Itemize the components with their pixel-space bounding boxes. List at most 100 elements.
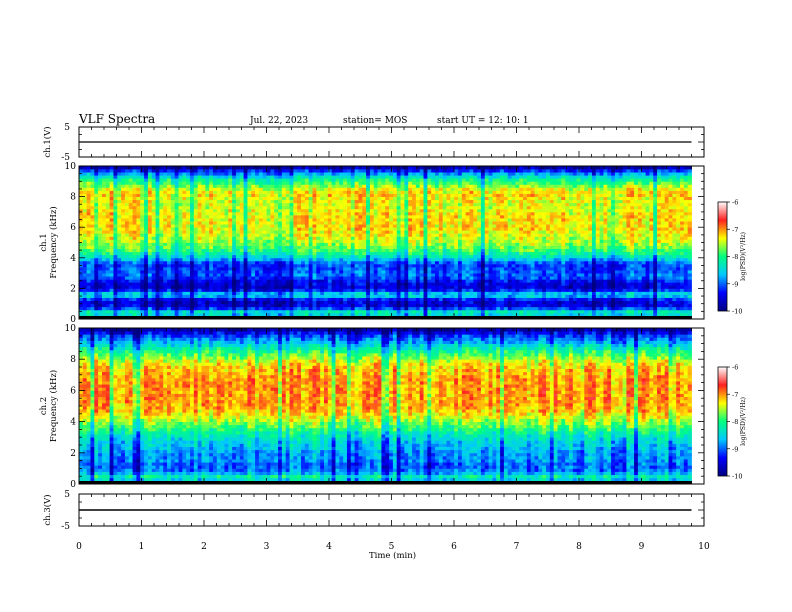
spectrogram-cell: [128, 288, 133, 292]
spectrogram-cell: [121, 193, 126, 197]
spectrogram-cell: [144, 214, 149, 219]
spectrogram-cell: [324, 218, 329, 222]
spectrogram-cell: [178, 169, 183, 173]
spectrogram-cell: [232, 230, 237, 234]
spectrogram-cell: [419, 266, 424, 271]
spectrogram-cell: [178, 202, 183, 207]
spectrogram-cell: [170, 303, 176, 308]
spectrogram-cell: [308, 208, 313, 213]
spectrogram-cell: [362, 175, 367, 179]
spectrogram-cell: [262, 193, 267, 197]
spectrogram-cell: [289, 263, 294, 268]
spectrogram-cell: [113, 181, 118, 185]
spectrogram-cell: [316, 218, 321, 222]
spectrogram-cell: [270, 300, 275, 305]
spectrogram-cell: [346, 172, 352, 176]
spectrogram-cell: [427, 184, 432, 188]
spectrogram-cell: [109, 181, 114, 185]
spectrogram-cell: [98, 270, 103, 274]
date-label: Jul. 22, 2023: [249, 116, 308, 126]
spectrogram-cell: [412, 236, 417, 240]
spectrogram-cell: [79, 166, 84, 170]
spectrogram-cell: [159, 181, 164, 185]
spectrogram-cell: [377, 254, 382, 259]
spectrogram-cell: [193, 218, 199, 222]
spectrogram-cell: [281, 306, 287, 311]
spectrogram-cell: [144, 257, 149, 262]
spectrogram-cell: [354, 181, 359, 185]
spectrogram-cell: [220, 291, 225, 295]
spectrogram-cell: [431, 285, 436, 289]
spectrogram-cell: [281, 270, 287, 274]
spectrogram-cell: [79, 181, 84, 185]
spectrogram-cell: [155, 172, 160, 176]
spectrogram-cell: [312, 242, 317, 246]
spectrogram-cell: [442, 178, 447, 182]
spectrogram-cell: [404, 285, 409, 289]
spectrogram-cell: [366, 208, 371, 213]
spectrogram-cell: [147, 297, 153, 302]
spectrogram-cell: [167, 178, 172, 182]
spectrogram-cell: [385, 181, 390, 185]
spectrogram-cell: [362, 309, 367, 314]
spectrogram-cell: [205, 169, 210, 173]
spectrogram-cell: [270, 282, 275, 286]
spectrogram-cell: [163, 184, 168, 188]
spectrogram-cell: [235, 291, 241, 295]
spectrogram-cell: [312, 233, 317, 237]
spectrogram-cell: [94, 242, 99, 246]
spectrogram-cell: [335, 221, 340, 225]
spectrogram-cell: [105, 184, 111, 188]
spectrogram-cell: [82, 279, 88, 283]
spectrogram-cell: [186, 266, 191, 271]
spectrogram-cell: [435, 196, 440, 201]
spectrogram-cell: [331, 303, 336, 308]
spectrogram-cell: [105, 285, 111, 289]
spectrogram-cell: [438, 303, 444, 308]
spectrogram-cell: [415, 254, 421, 259]
spectrogram-cell: [446, 199, 451, 204]
spectrogram-cell: [396, 169, 401, 173]
spectrogram-cell: [190, 279, 195, 283]
spectrogram-cell: [438, 208, 444, 213]
spectrogram-cell: [105, 273, 111, 277]
spectrogram-cell: [320, 227, 325, 231]
spectrogram-cell: [182, 199, 187, 204]
spectrogram-cell: [377, 221, 382, 225]
spectrogram-cell: [289, 230, 294, 234]
spectrogram-cell: [404, 279, 409, 283]
spectrogram-cell: [377, 294, 382, 298]
spectrogram-cell: [212, 169, 218, 173]
spectrogram-cell: [182, 224, 187, 228]
spectrogram-cell: [205, 230, 210, 234]
spectrogram-cell: [362, 187, 367, 191]
spectrogram-cell: [101, 288, 107, 292]
spectrogram-cell: [86, 172, 91, 176]
spectrogram-cell: [400, 221, 405, 225]
spectrogram-cell: [101, 260, 107, 265]
spectrogram-cell: [86, 193, 91, 197]
spectrogram-cell: [281, 245, 287, 250]
spectrogram-cell: [331, 242, 336, 246]
spectrogram-cell: [86, 166, 91, 170]
spectrogram-cell: [94, 208, 99, 213]
spectrogram-cell: [415, 172, 421, 176]
spectrogram-cell: [438, 214, 444, 219]
spectrogram-cell: [117, 260, 122, 265]
spectrogram-cell: [304, 230, 310, 234]
spectrogram-cell: [320, 273, 325, 277]
spectrogram-cell: [289, 257, 294, 262]
spectrogram-cell: [109, 279, 114, 283]
spectrogram-cell: [167, 224, 172, 228]
spectrogram-cell: [151, 187, 156, 191]
spectrogram-cell: [258, 254, 264, 259]
spectrogram-cell: [243, 184, 248, 188]
spectrogram-cell: [427, 218, 432, 222]
spectrogram-cell: [109, 230, 114, 234]
spectrogram-cell: [358, 282, 363, 286]
spectrogram-cell: [235, 172, 241, 176]
spectrogram-cell: [362, 178, 367, 182]
spectrogram-cell: [400, 172, 405, 176]
spectrogram-cell: [266, 254, 271, 259]
spectrogram-cell: [159, 227, 164, 231]
